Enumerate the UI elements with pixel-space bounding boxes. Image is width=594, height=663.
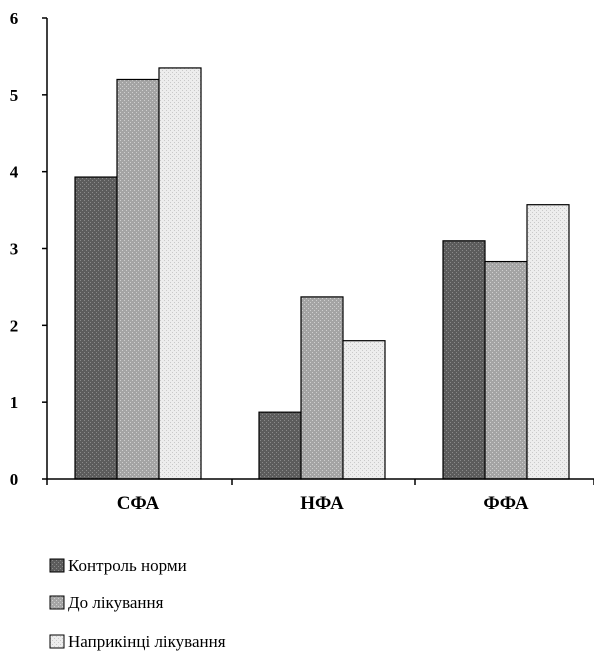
bar-1-1 bbox=[74, 176, 118, 480]
legend-label-2: До лікування bbox=[68, 593, 164, 612]
bar-1-2 bbox=[258, 411, 302, 480]
category-label: НФА bbox=[300, 493, 344, 514]
bar-3-1 bbox=[158, 67, 202, 480]
legend-label-3: Наприкінці лікування bbox=[68, 632, 226, 651]
legend-swatch-1 bbox=[49, 558, 65, 573]
y-tick-label: 0 bbox=[10, 470, 19, 489]
y-tick-label: 3 bbox=[10, 240, 19, 259]
bar-3-2 bbox=[342, 340, 386, 480]
legend-swatch-3 bbox=[49, 634, 65, 649]
y-tick-label: 5 bbox=[10, 86, 19, 105]
bars-layer bbox=[74, 67, 570, 480]
y-tick-label: 1 bbox=[10, 393, 19, 412]
bar-2-3 bbox=[484, 260, 528, 480]
bar-2-1 bbox=[116, 78, 160, 480]
bar-1-3 bbox=[442, 240, 486, 480]
category-label: ФФА bbox=[483, 493, 528, 514]
axes-layer bbox=[42, 17, 594, 485]
y-tick-label: 6 bbox=[10, 9, 19, 28]
legend-label-1: Контроль норми bbox=[68, 556, 187, 575]
bar-3-3 bbox=[526, 204, 570, 480]
labels-layer: 0 1 2 3 4 5 6 СФА НФА ФФА bbox=[10, 9, 529, 514]
y-tick-label: 4 bbox=[10, 163, 19, 182]
legend: Контроль норми До лікування Наприкінці лік… bbox=[49, 556, 226, 651]
legend-swatch-2 bbox=[49, 595, 65, 610]
category-label: СФА bbox=[117, 493, 160, 514]
y-tick-label: 2 bbox=[10, 316, 19, 335]
bar-2-2 bbox=[300, 296, 344, 480]
